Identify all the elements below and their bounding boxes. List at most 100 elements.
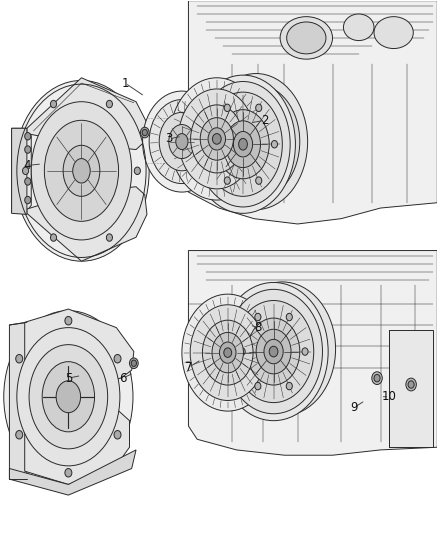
- Ellipse shape: [130, 358, 138, 368]
- Ellipse shape: [63, 146, 100, 196]
- Ellipse shape: [219, 342, 236, 364]
- Ellipse shape: [106, 100, 113, 108]
- Ellipse shape: [131, 360, 137, 367]
- Ellipse shape: [372, 372, 382, 384]
- Text: 10: 10: [382, 390, 397, 403]
- Ellipse shape: [233, 301, 314, 402]
- Ellipse shape: [202, 320, 253, 385]
- Ellipse shape: [25, 146, 31, 154]
- Ellipse shape: [255, 382, 261, 390]
- Ellipse shape: [225, 289, 322, 414]
- Ellipse shape: [159, 112, 205, 171]
- Polygon shape: [188, 1, 437, 224]
- Ellipse shape: [170, 78, 264, 200]
- Text: 1: 1: [121, 77, 129, 90]
- Ellipse shape: [286, 382, 292, 390]
- Polygon shape: [10, 322, 27, 479]
- Ellipse shape: [212, 333, 244, 373]
- Polygon shape: [389, 330, 433, 447]
- Ellipse shape: [269, 346, 278, 357]
- Ellipse shape: [272, 141, 278, 148]
- Ellipse shape: [224, 177, 230, 184]
- Ellipse shape: [50, 234, 57, 241]
- Ellipse shape: [226, 121, 261, 167]
- Ellipse shape: [208, 141, 215, 148]
- Ellipse shape: [65, 317, 72, 325]
- Ellipse shape: [406, 378, 417, 391]
- Text: 3: 3: [165, 132, 173, 146]
- Ellipse shape: [191, 105, 243, 173]
- Polygon shape: [25, 405, 130, 484]
- Polygon shape: [12, 128, 31, 213]
- Text: 4: 4: [23, 159, 31, 172]
- Ellipse shape: [229, 282, 336, 416]
- Ellipse shape: [14, 80, 149, 261]
- Text: 6: 6: [119, 372, 127, 385]
- Ellipse shape: [65, 469, 72, 477]
- Ellipse shape: [212, 134, 221, 144]
- Polygon shape: [12, 128, 27, 214]
- Ellipse shape: [256, 177, 262, 184]
- Ellipse shape: [25, 177, 31, 185]
- Ellipse shape: [200, 118, 233, 160]
- Ellipse shape: [239, 348, 245, 356]
- Ellipse shape: [204, 92, 283, 196]
- Ellipse shape: [343, 14, 374, 41]
- Text: 7: 7: [185, 361, 192, 374]
- Ellipse shape: [106, 234, 113, 241]
- Ellipse shape: [16, 354, 23, 363]
- Polygon shape: [27, 187, 147, 261]
- Ellipse shape: [219, 282, 328, 421]
- Ellipse shape: [4, 311, 133, 483]
- Ellipse shape: [233, 132, 253, 157]
- Ellipse shape: [280, 17, 332, 59]
- Ellipse shape: [42, 362, 95, 432]
- Ellipse shape: [178, 89, 255, 189]
- Ellipse shape: [149, 100, 215, 183]
- Ellipse shape: [169, 125, 195, 159]
- Ellipse shape: [141, 127, 149, 138]
- Ellipse shape: [16, 431, 23, 439]
- Text: 8: 8: [254, 321, 262, 334]
- Ellipse shape: [224, 348, 232, 358]
- Ellipse shape: [205, 74, 307, 209]
- Ellipse shape: [374, 17, 413, 49]
- Ellipse shape: [191, 75, 295, 213]
- Ellipse shape: [264, 340, 283, 364]
- Ellipse shape: [182, 294, 274, 411]
- Ellipse shape: [29, 345, 108, 449]
- Ellipse shape: [247, 318, 300, 385]
- Ellipse shape: [217, 110, 269, 179]
- Text: 2: 2: [261, 114, 268, 127]
- Text: 5: 5: [65, 372, 72, 385]
- Ellipse shape: [374, 374, 380, 382]
- Ellipse shape: [142, 130, 148, 136]
- Ellipse shape: [25, 133, 31, 140]
- Ellipse shape: [22, 167, 28, 174]
- Ellipse shape: [44, 120, 119, 221]
- Ellipse shape: [208, 128, 226, 150]
- Ellipse shape: [114, 354, 121, 363]
- Ellipse shape: [287, 22, 326, 54]
- Ellipse shape: [302, 348, 308, 356]
- Ellipse shape: [114, 431, 121, 439]
- Ellipse shape: [56, 381, 81, 413]
- Ellipse shape: [17, 328, 120, 466]
- Ellipse shape: [143, 91, 221, 192]
- Ellipse shape: [25, 196, 31, 204]
- Ellipse shape: [255, 313, 261, 321]
- Ellipse shape: [239, 139, 247, 150]
- Ellipse shape: [134, 167, 141, 174]
- Ellipse shape: [190, 305, 265, 400]
- Ellipse shape: [224, 104, 230, 111]
- Polygon shape: [25, 309, 134, 389]
- Polygon shape: [27, 78, 147, 150]
- Ellipse shape: [256, 329, 291, 374]
- Ellipse shape: [176, 134, 188, 150]
- Ellipse shape: [212, 84, 300, 199]
- Ellipse shape: [196, 82, 290, 207]
- Polygon shape: [10, 450, 136, 495]
- Ellipse shape: [286, 313, 292, 321]
- Ellipse shape: [256, 104, 262, 111]
- Polygon shape: [188, 251, 437, 455]
